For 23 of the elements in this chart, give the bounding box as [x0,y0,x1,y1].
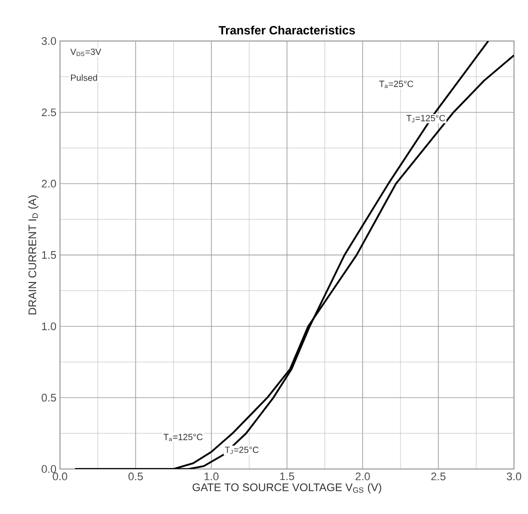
x-tick-label: 2.5 [431,472,446,480]
annotation: V$_{DS}$=3V [70,48,102,56]
y-tick-label: 1.0 [42,322,56,330]
x-tick-label: 0.0 [52,472,68,480]
y-tick-label: 1.5 [42,251,56,259]
x-tick-label: 1.5 [280,472,294,480]
y-tick-label: 0.0 [42,465,56,473]
y-tick-label: 2.5 [42,108,56,116]
annotation: T$_{J}$=25°C [224,446,259,454]
y-tick-label: 0.5 [42,394,56,402]
x-tick-label: 1.0 [204,472,219,480]
annotation: Pulsed [71,74,98,81]
annotation: T$_{J}$=125°C [406,114,446,122]
y-tick-label: 3.0 [42,37,56,45]
annotation: T$_{a}$=25°C [379,80,414,88]
x-axis-title: GATE TO SOURCE VOLTAGE V$_{GS}$ (V) [192,483,382,494]
x-tick-label: 2.0 [356,472,370,480]
x-tick-label: 3.0 [506,472,522,480]
x-tick-label: 0.5 [128,472,143,480]
annotation: T$_{a}$=125°C [164,434,203,442]
y-axis-title: DRAIN CURRENT I$_{D}$ (A) [28,195,38,314]
chart-title: Transfer Characteristics [218,26,355,34]
y-tick-label: 2.0 [42,180,56,188]
